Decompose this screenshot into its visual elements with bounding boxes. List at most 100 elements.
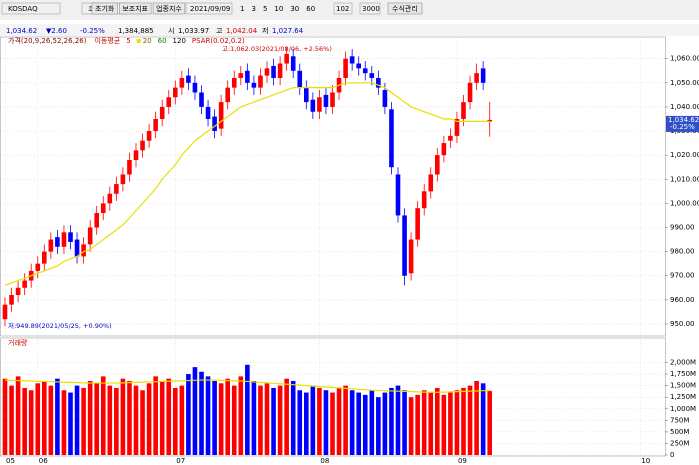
price-box-pct: -0.25%: [670, 123, 695, 131]
candle-body: [480, 68, 486, 83]
volume-bar: [343, 385, 348, 455]
y-tick-label: 1,500M: [670, 382, 696, 390]
volume-bar: [2, 378, 8, 455]
candle-body: [153, 118, 158, 132]
candle-body: [218, 102, 224, 129]
volume-bar: [382, 392, 388, 455]
volume-bar: [9, 385, 14, 455]
candle-body: [120, 174, 126, 185]
legend-entry: PSAR(0.02,0.2): [192, 37, 245, 45]
candle-body: [356, 63, 361, 69]
period-button[interactable]: 60: [306, 5, 315, 13]
x-tick-label: 10: [641, 457, 650, 465]
candle-body: [454, 118, 460, 136]
legend-entry: 20: [143, 37, 152, 45]
period-button[interactable]: 3: [251, 5, 255, 13]
toolbar-button[interactable]: [119, 2, 152, 15]
volume-bar: [461, 387, 466, 455]
toolbar-button-label: 초기화: [95, 4, 115, 13]
quote-change: ▼2.60: [46, 27, 67, 35]
volume-bar: [146, 383, 152, 455]
candle-body: [173, 87, 178, 98]
annotation-low: 저:949.89(2021/05/25, +0.90%): [8, 321, 112, 330]
y-tick-label: 950.00: [670, 320, 695, 328]
candle-body: [487, 119, 492, 122]
candle-body: [258, 75, 263, 88]
legend-swatch: [136, 39, 141, 43]
candle-body: [212, 116, 217, 132]
date-box[interactable]: [185, 2, 233, 15]
candle-body: [284, 53, 289, 64]
period-button[interactable]: 5: [263, 5, 267, 13]
manage-button[interactable]: [387, 2, 423, 15]
period-button[interactable]: 30: [290, 5, 299, 13]
candle-body: [179, 77, 185, 88]
volume-bar: [159, 381, 165, 455]
candle-body: [421, 191, 427, 209]
volume-bar: [245, 364, 250, 455]
y-tick-label: 500M: [670, 428, 689, 436]
period-button[interactable]: 10: [274, 5, 283, 13]
x-tick-label: 05: [6, 457, 15, 465]
count-box[interactable]: [333, 2, 353, 15]
candle-body: [382, 90, 388, 107]
x-tick-label: 08: [320, 457, 329, 465]
code: KOSDAQ: [8, 5, 38, 13]
candle-body: [107, 193, 113, 204]
volume-bar: [225, 378, 230, 455]
period-button[interactable]: 1: [240, 5, 244, 13]
candle-body: [61, 232, 67, 247]
volume-bar: [173, 387, 178, 455]
y-tick-label: 1,750M: [670, 370, 696, 378]
candle-body: [310, 99, 316, 112]
candle-body: [297, 70, 303, 88]
toolbar-button[interactable]: [152, 2, 186, 15]
candle-body: [330, 92, 335, 107]
volume-bar: [212, 381, 217, 455]
volume-bar: [238, 376, 244, 455]
y-tick-label: 250M: [670, 439, 689, 447]
candle-body: [74, 239, 80, 257]
candle-body: [461, 102, 466, 119]
candle-body: [402, 215, 407, 276]
candle-body: [271, 65, 276, 78]
volume-bar: [277, 385, 283, 455]
volume-bar: [153, 376, 158, 455]
code-box[interactable]: [1, 2, 61, 15]
candle-body: [87, 227, 93, 245]
candle-body: [231, 77, 237, 88]
volume-bar: [94, 383, 99, 455]
volume-bar: [428, 392, 434, 455]
volume-bar: [218, 383, 224, 455]
candle-body: [245, 70, 250, 83]
candle-body: [395, 174, 401, 216]
y-tick-label: 960.00: [670, 296, 695, 304]
volume-bar: [389, 387, 394, 455]
candle-body: [323, 94, 329, 107]
candle-body: [192, 82, 198, 93]
max-box[interactable]: [359, 2, 381, 15]
candle-body: [48, 239, 54, 252]
volume-bar: [421, 390, 427, 455]
volume-bar: [336, 387, 342, 455]
candle-body: [42, 251, 47, 264]
candle-body: [435, 155, 440, 175]
volume-bar: [48, 385, 54, 455]
indicator-label: 가격(20,9,26,52,26,26): [8, 36, 87, 45]
volume-bar: [415, 394, 420, 455]
toolbar-button[interactable]: [91, 2, 118, 15]
price-box: [666, 115, 699, 132]
candle-body: [81, 244, 86, 257]
volume-bar: [205, 376, 211, 455]
y-tick-label: 1,020.00: [670, 151, 699, 159]
candle-body: [441, 143, 447, 156]
volume-bar: [74, 385, 80, 455]
count: 102: [336, 5, 349, 13]
volume-bar: [231, 385, 237, 455]
candle-body: [251, 82, 257, 88]
volume-bar: [474, 381, 479, 455]
candle-body: [94, 213, 99, 228]
legend-entry: 120: [173, 37, 186, 45]
candle-body: [428, 174, 434, 192]
candle-body: [35, 263, 41, 271]
